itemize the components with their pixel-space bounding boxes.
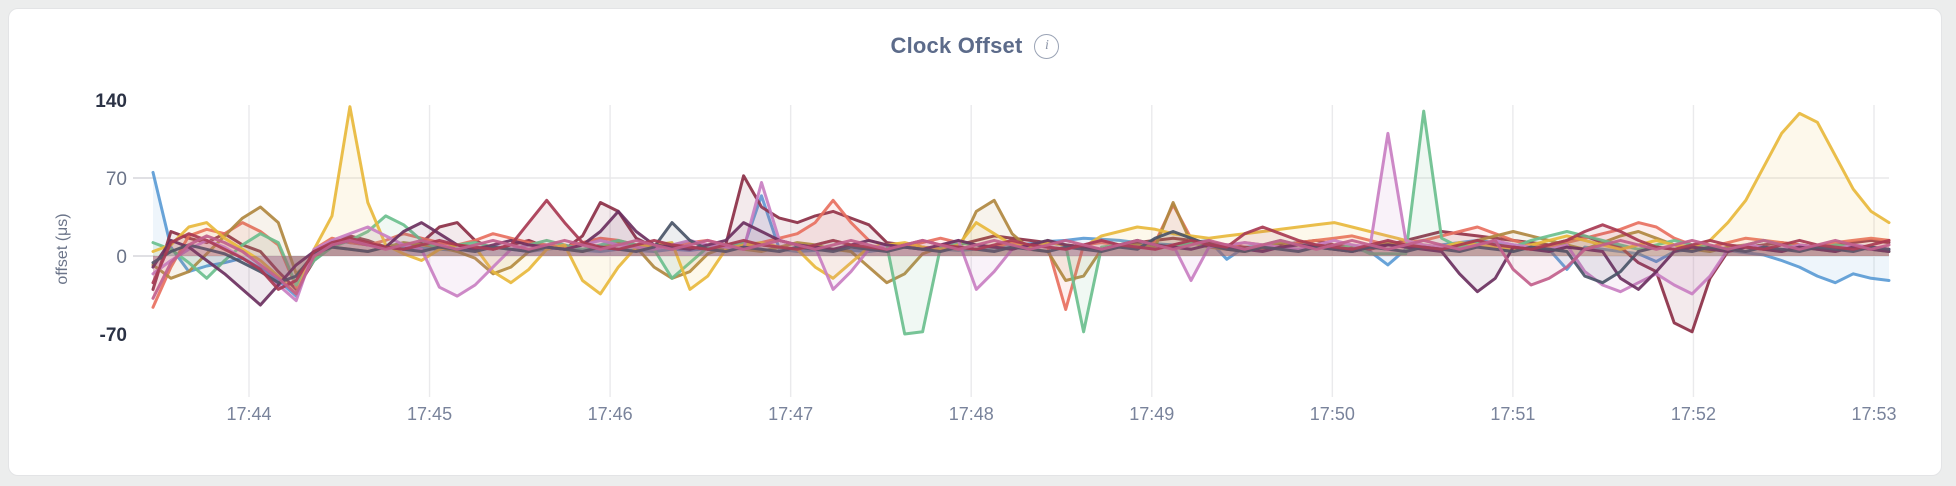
series-line[interactable] — [151, 234, 1891, 300]
info-circle-icon[interactable]: i — [1034, 33, 1060, 59]
page-title: Clock Offset — [890, 33, 1023, 58]
series-line[interactable] — [151, 174, 1891, 334]
series-area — [153, 175, 1889, 332]
series-area — [153, 200, 1889, 310]
x-axis-tick-label: 17:51 — [1490, 404, 1535, 424]
series-area — [153, 222, 1889, 283]
y-axis-tick-label: 140 — [95, 91, 127, 112]
series-group — [151, 105, 1891, 336]
clock-offset-line-chart[interactable]: 140 70 0 -70 offset (μs) 17:44 17:45 17:46 17:47… — [9, 9, 1942, 476]
series-line[interactable] — [151, 198, 1891, 291]
clock-offset-card: Clock Offset i 140 70 0 -70 offset (μs) 17:44… — [8, 8, 1942, 476]
y-axis-tick-label: 70 — [106, 169, 127, 190]
chart-plot-area: 140 70 0 -70 offset (μs) 17:44 17:45 17:46 17:47… — [9, 9, 1942, 476]
x-axis-tick-label: 17:52 — [1671, 404, 1716, 424]
x-axis-tick-label: 17:48 — [949, 404, 994, 424]
x-axis-tick-label: 17:47 — [768, 404, 813, 424]
y-axis-title: offset (μs) — [54, 213, 71, 284]
x-axis-tick-label: 17:45 — [407, 404, 452, 424]
series-line[interactable] — [151, 109, 1891, 336]
series-area — [153, 235, 1889, 299]
series-area — [153, 200, 1889, 290]
series-area — [153, 111, 1889, 334]
x-axis-tick-label: 17:50 — [1310, 404, 1355, 424]
y-axis-tick-label: 0 — [116, 247, 127, 268]
x-axis-tick-label: 17:44 — [226, 404, 271, 424]
card-header: Clock Offset i — [9, 33, 1941, 59]
x-axis-tick-label: 17:49 — [1129, 404, 1174, 424]
x-axis-tick-label: 17:53 — [1851, 404, 1896, 424]
y-axis-tick-label: -70 — [100, 325, 127, 346]
x-axis-tick-label: 17:46 — [588, 404, 633, 424]
